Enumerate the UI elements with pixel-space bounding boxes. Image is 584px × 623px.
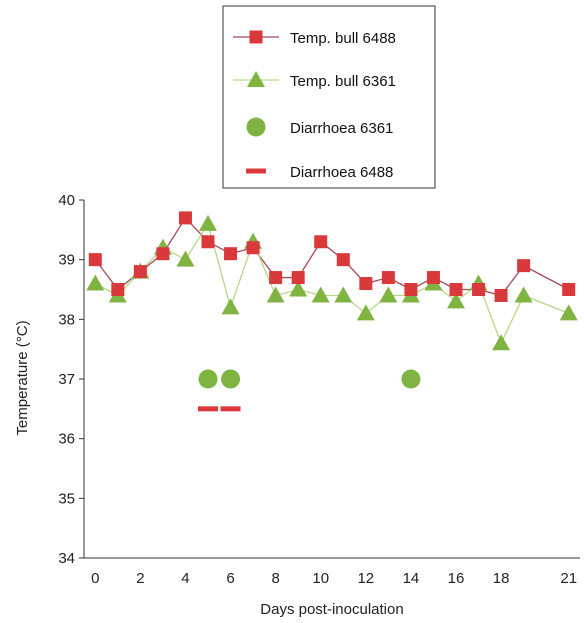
data-point-series-4 bbox=[220, 406, 241, 412]
x-axis-title: Days post-inoculation bbox=[260, 601, 403, 618]
data-point-series-2 bbox=[447, 292, 465, 309]
data-point-series-2 bbox=[266, 286, 285, 303]
data-point-series-1 bbox=[381, 271, 395, 285]
y-tick-label: 38 bbox=[58, 311, 75, 328]
y-tick-label: 39 bbox=[58, 252, 75, 269]
y-tick-label: 40 bbox=[58, 192, 75, 209]
data-point-series-3 bbox=[198, 369, 218, 389]
data-point-series-1 bbox=[178, 211, 192, 225]
data-point-series-1 bbox=[269, 271, 283, 285]
data-point-series-2 bbox=[221, 298, 240, 315]
y-tick-label: 35 bbox=[58, 490, 75, 507]
y-tick-label: 36 bbox=[58, 431, 75, 448]
data-point-series-1 bbox=[133, 265, 147, 279]
x-tick-label: 8 bbox=[271, 570, 279, 587]
axes: 34 35 36 37 38 39 40 0 2 4 6 8 10 12 14 16 18 21 bbox=[58, 192, 580, 587]
legend-label-3: Diarrhoea 6361 bbox=[290, 120, 393, 137]
data-point-series-3 bbox=[401, 369, 421, 389]
x-tick-label: 4 bbox=[181, 570, 189, 587]
data-point-series-1 bbox=[472, 283, 486, 296]
data-point-series-2 bbox=[334, 286, 353, 303]
data-point-series-2 bbox=[311, 286, 330, 303]
data-point-series-2 bbox=[379, 286, 398, 303]
legend-marker-4 bbox=[246, 168, 266, 174]
data-point-series-2 bbox=[559, 304, 578, 321]
legend-marker-2 bbox=[247, 71, 265, 87]
data-point-series-1 bbox=[494, 288, 508, 302]
data-point-series-2 bbox=[176, 250, 195, 267]
x-tick-label: 18 bbox=[493, 570, 510, 587]
data-point-series-2 bbox=[356, 304, 375, 321]
data-point-series-1 bbox=[291, 271, 305, 285]
data-point-series-1 bbox=[517, 259, 531, 273]
data-point-series-1 bbox=[88, 253, 102, 267]
data-point-series-1 bbox=[426, 271, 440, 285]
data-point-series-1 bbox=[246, 241, 260, 255]
data-point-series-1 bbox=[201, 235, 215, 249]
x-tick-label: 10 bbox=[312, 570, 329, 587]
x-tick-label: 16 bbox=[448, 570, 465, 587]
x-tick-label: 2 bbox=[136, 570, 144, 587]
legend-marker-3 bbox=[246, 117, 266, 137]
data-point-series-1 bbox=[314, 235, 328, 249]
legend: Temp. bull 6488 Temp. bull 6361 Diarrhoea … bbox=[222, 5, 436, 189]
plot-area bbox=[86, 211, 578, 412]
data-point-series-1 bbox=[224, 247, 238, 261]
data-point-series-2 bbox=[514, 286, 533, 303]
legend-label-4: Diarrhoea 6488 bbox=[290, 164, 393, 181]
legend-label-1: Temp. bull 6488 bbox=[290, 30, 396, 47]
data-point-series-1 bbox=[359, 277, 373, 291]
x-tick-label: 21 bbox=[560, 570, 577, 587]
data-point-series-2 bbox=[86, 274, 105, 291]
data-point-series-1 bbox=[562, 283, 576, 296]
x-tick-label: 6 bbox=[226, 570, 234, 587]
data-point-series-4 bbox=[198, 406, 218, 412]
data-point-series-1 bbox=[156, 247, 170, 261]
data-point-series-1 bbox=[111, 283, 125, 296]
data-point-series-2 bbox=[492, 334, 511, 351]
data-point-series-1 bbox=[336, 253, 350, 267]
x-tick-label: 12 bbox=[357, 570, 374, 587]
x-tick-label: 14 bbox=[403, 570, 420, 587]
legend-label-2: Temp. bull 6361 bbox=[290, 73, 396, 90]
y-tick-label: 37 bbox=[58, 371, 75, 388]
data-point-series-1 bbox=[449, 283, 463, 296]
data-point-series-1 bbox=[404, 283, 418, 296]
y-axis-title: Temperature (°C) bbox=[14, 320, 31, 435]
x-tick-label: 0 bbox=[91, 570, 99, 587]
y-tick-label: 34 bbox=[58, 550, 75, 567]
data-point-series-2 bbox=[289, 280, 308, 297]
data-point-series-3 bbox=[221, 369, 241, 389]
legend-marker-1 bbox=[249, 30, 263, 44]
data-point-series-2 bbox=[199, 214, 217, 231]
series-line-2 bbox=[94, 222, 569, 345]
